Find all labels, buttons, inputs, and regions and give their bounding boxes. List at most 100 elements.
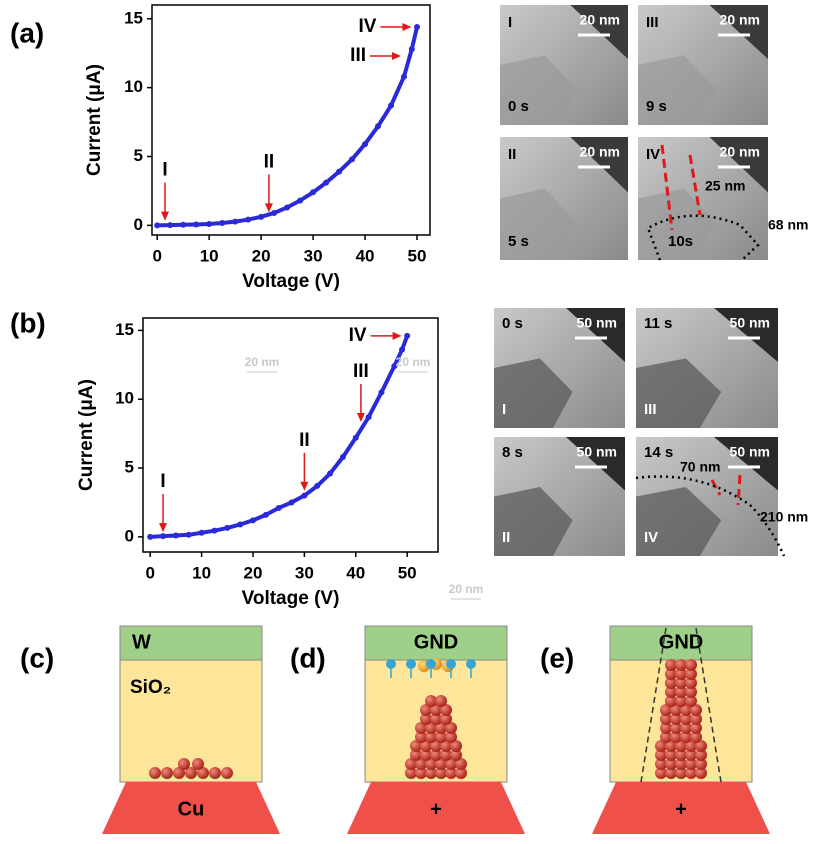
time-label: 5 s — [508, 233, 529, 250]
y-tick-label: 0 — [125, 526, 134, 545]
arrow-head — [392, 331, 402, 340]
data-point — [284, 204, 291, 211]
cu-atom — [690, 722, 702, 734]
micrograph-feature — [636, 486, 722, 556]
cu-atom — [685, 668, 697, 680]
scale-text: 50 nm — [730, 444, 770, 460]
top-label: GND — [414, 631, 458, 653]
time-label: 14 s — [644, 444, 673, 461]
cu-atom — [440, 740, 452, 752]
plot-frame — [151, 4, 431, 236]
cu-atom — [685, 695, 697, 707]
x-axis-label: Voltage (V) — [242, 588, 340, 609]
cu-atom — [670, 722, 682, 734]
data-point — [408, 46, 415, 53]
watermark: 20 nm — [396, 355, 431, 369]
cu-atom — [197, 767, 209, 779]
data-point — [336, 168, 343, 175]
time-label: 10s — [668, 233, 693, 250]
data-point — [314, 482, 321, 489]
bottom-label: + — [430, 798, 442, 820]
cu-atom — [665, 659, 677, 671]
electron — [386, 659, 396, 669]
bottom-label: + — [675, 798, 687, 820]
cu-atom — [670, 713, 682, 725]
data-point — [262, 511, 269, 518]
cu-atom — [161, 767, 173, 779]
electron — [426, 659, 436, 669]
electrode-top — [364, 625, 508, 661]
annotation-label: IV — [349, 325, 367, 346]
x-tick-label: 30 — [295, 563, 314, 582]
data-point — [401, 73, 408, 80]
measure-dash — [660, 144, 674, 231]
cu-atom — [675, 767, 687, 779]
micrograph-dark — [570, 137, 628, 193]
micrograph-feature — [500, 55, 577, 125]
arrow-head — [402, 23, 412, 32]
cu-atom — [660, 704, 672, 716]
electron — [446, 659, 456, 669]
data-line — [150, 335, 410, 539]
data-point — [288, 499, 295, 506]
cu-atom — [665, 686, 677, 698]
cu-atom — [685, 758, 697, 770]
x-axis-label: Voltage (V) — [242, 271, 340, 292]
boundary — [635, 475, 786, 557]
cu-atom — [665, 677, 677, 689]
data-point — [147, 533, 154, 540]
cu-atom — [440, 713, 452, 725]
cu-atom — [665, 749, 677, 761]
data-point — [249, 517, 256, 524]
cu-atom — [655, 767, 667, 779]
data-point — [339, 454, 346, 461]
stage-label: III — [646, 14, 659, 31]
y-axis-label: Current (μA) — [84, 64, 105, 176]
cu-atom — [415, 758, 427, 770]
cu-atom — [685, 767, 697, 779]
x-tick-label: 40 — [356, 246, 375, 265]
data-point — [310, 189, 317, 196]
cu-atom — [415, 722, 427, 734]
arrow-head — [392, 51, 402, 60]
cu-atom — [185, 767, 197, 779]
x-tick-label: 50 — [408, 246, 427, 265]
cu-atom — [675, 677, 687, 689]
top-label: GND — [659, 631, 703, 653]
cu-atom — [695, 749, 707, 761]
measure-dash — [688, 154, 702, 216]
cu-atom — [445, 722, 457, 734]
stage-label: II — [508, 146, 516, 163]
data-point — [414, 24, 421, 31]
cu-atom — [665, 695, 677, 707]
micrograph-feature — [638, 188, 716, 260]
top-label: W — [132, 631, 151, 653]
annotation-label: II — [264, 151, 275, 172]
x-tick-label: 50 — [398, 563, 417, 582]
cu-atom — [425, 695, 437, 707]
stage-label: IV — [644, 529, 658, 546]
plot-frame — [142, 317, 439, 553]
data-point — [219, 220, 226, 227]
x-tick-label: 30 — [304, 246, 323, 265]
cu-atom — [685, 677, 697, 689]
data-point — [327, 470, 334, 477]
cu-atom — [440, 749, 452, 761]
electrode-top — [119, 625, 263, 661]
bottom-label: Cu — [178, 798, 205, 820]
cu-atom — [695, 767, 707, 779]
cu-atom — [435, 767, 447, 779]
data-point — [193, 221, 200, 228]
arrow-head — [159, 523, 168, 533]
data-point — [362, 141, 369, 148]
cu-atom — [660, 722, 672, 734]
cu-atom — [670, 731, 682, 743]
watermark: 20 nm — [245, 355, 280, 369]
electron — [466, 659, 476, 669]
cu-atom — [450, 740, 462, 752]
cu-atom — [455, 758, 467, 770]
x-tick-label: 0 — [145, 563, 154, 582]
cu-atom — [410, 740, 422, 752]
cu-atom — [430, 704, 442, 716]
